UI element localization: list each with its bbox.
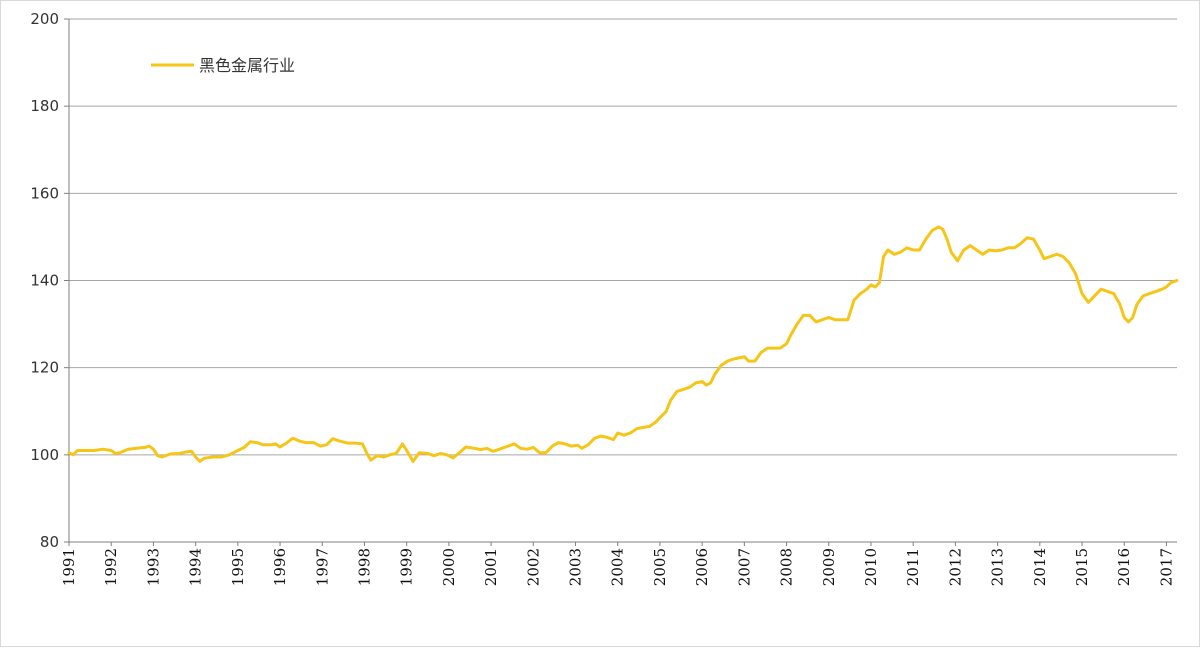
x-tick-label: 2011 (904, 548, 922, 586)
x-tick-label: 1999 (398, 548, 416, 586)
x-tick-label: 1993 (144, 548, 162, 586)
x-tick-label: 2013 (989, 548, 1007, 586)
gridlines (69, 18, 1177, 543)
y-tick-label: 80 (40, 533, 59, 551)
x-tick-label: 2008 (778, 548, 796, 586)
y-tick-label: 180 (30, 97, 59, 115)
x-tick-label: 2002 (524, 548, 542, 586)
y-tick-label: 160 (30, 184, 59, 202)
x-tick-label: 1992 (102, 548, 120, 586)
x-tick-label: 2006 (693, 548, 711, 586)
x-tick-label: 2003 (567, 548, 585, 586)
y-tick-label: 120 (30, 359, 59, 377)
x-tick-label: 2012 (946, 548, 964, 586)
x-tick-label: 1997 (313, 548, 331, 586)
axes (64, 18, 1177, 546)
x-tick-label: 2009 (820, 548, 838, 586)
x-tick-label: 2014 (1031, 548, 1049, 586)
legend: 黑色金属行业 (151, 56, 295, 75)
y-tick-label: 140 (30, 272, 59, 290)
x-tick-label: 1991 (60, 548, 78, 586)
y-axis-tick-labels: 80 100 120 140 160 180 200 (30, 10, 59, 551)
x-tick-label: 1996 (271, 548, 289, 586)
y-tick-label: 200 (30, 10, 59, 28)
legend-label: 黑色金属行业 (199, 56, 295, 75)
y-tick-label: 100 (30, 446, 59, 464)
x-tick-label: 2000 (440, 548, 458, 586)
x-tick-label: 1995 (229, 548, 247, 586)
x-tick-label: 2016 (1115, 548, 1133, 586)
x-tick-label: 2017 (1157, 548, 1175, 586)
x-tick-label: 2007 (735, 548, 753, 586)
x-tick-label: 2015 (1073, 548, 1091, 586)
x-tick-label: 2001 (482, 548, 500, 586)
x-tick-label: 2010 (862, 548, 880, 586)
series-layer (67, 225, 1179, 463)
x-tick-label: 1998 (355, 548, 373, 586)
x-tick-label: 2004 (609, 548, 627, 586)
series-line-0 (67, 225, 1179, 463)
x-tick-label: 1994 (187, 548, 205, 586)
x-tick-label: 2005 (651, 548, 669, 586)
x-axis-tick-labels: 1991 1992 1993 1994 1995 1996 1997 1998 1999 2000… (60, 548, 1175, 586)
